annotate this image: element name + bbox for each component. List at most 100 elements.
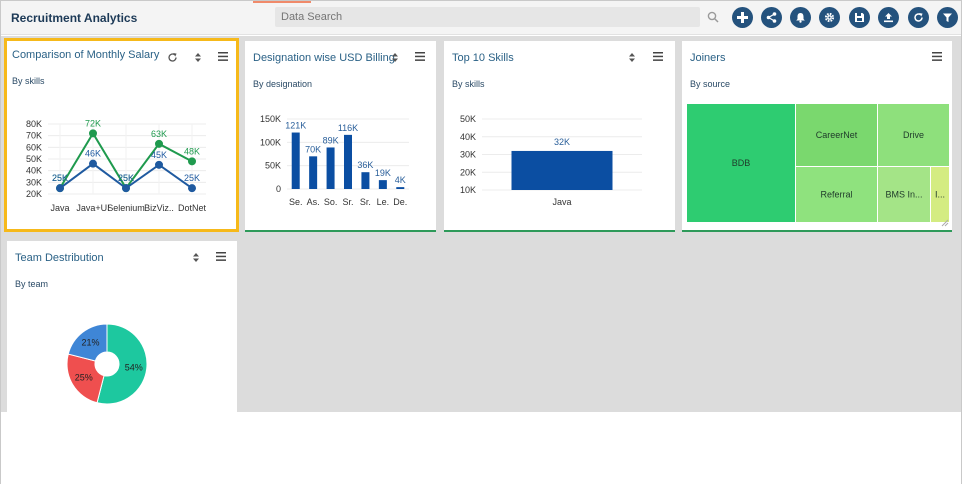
- header-bar: Recruitment Analytics: [1, 1, 961, 35]
- data-label: 48K: [184, 146, 200, 156]
- billing-bar-chart: 0 50K 100K 150K 121K Se. 70K As. 89K So. 116K Sr. 36…: [260, 114, 409, 207]
- treemap-tile: [931, 167, 949, 222]
- data-point: [89, 129, 97, 138]
- x-tick-label: BizViz..: [144, 203, 174, 213]
- data-label: 25K: [184, 173, 200, 183]
- treemap-tile: [796, 104, 877, 166]
- top-skills-card[interactable]: Top 10 Skills By skills 10K 20K 30K 40K 50K 3…: [444, 41, 675, 232]
- empty-footer-area: [1, 412, 961, 484]
- refresh-button[interactable]: [908, 7, 929, 28]
- y-tick-label: 20K: [460, 167, 476, 177]
- team-distribution-card[interactable]: Team Destribution By team 54% 25% 21%: [7, 241, 237, 412]
- bar: [291, 132, 300, 189]
- data-label: 116K: [338, 123, 358, 133]
- data-label: 89K: [323, 135, 339, 145]
- x-tick-label: Selenium: [107, 203, 145, 213]
- y-tick-label: 20K: [26, 189, 42, 199]
- menu-icon[interactable]: [216, 252, 226, 261]
- data-point: [188, 157, 196, 166]
- x-tick-label: Sr.: [342, 197, 353, 207]
- data-label: 46K: [85, 149, 101, 159]
- data-label: 25K: [118, 173, 134, 183]
- sort-icon[interactable]: [628, 52, 636, 63]
- data-point: [155, 139, 163, 148]
- treemap-label: CareerNet: [816, 130, 858, 140]
- y-tick-label: 30K: [26, 177, 42, 187]
- menu-icon[interactable]: [653, 52, 663, 61]
- bar: [361, 172, 370, 189]
- sort-icon[interactable]: [391, 52, 399, 63]
- card-title: Top 10 Skills: [452, 52, 514, 64]
- card-title: Team Destribution: [15, 252, 104, 264]
- salary-comparison-card[interactable]: Comparison of Monthly Salary By skills 2…: [4, 38, 239, 232]
- y-tick-label: 150K: [260, 114, 281, 124]
- filter-button[interactable]: [937, 7, 958, 28]
- bar: [344, 134, 352, 189]
- export-button[interactable]: [878, 7, 899, 28]
- bar: [378, 180, 387, 189]
- header-accent-line: [253, 1, 311, 3]
- joiners-treemap: BDB CareerNet Drive Referral BMS In... I...: [687, 104, 949, 222]
- card-subtitle: By skills: [452, 79, 485, 89]
- designation-billing-card[interactable]: Designation wise USD Billing By designat…: [245, 41, 436, 232]
- bell-icon: [796, 13, 805, 23]
- y-tick-label: 10K: [460, 185, 476, 195]
- data-point: [89, 159, 97, 168]
- data-label: 36K: [357, 160, 373, 170]
- x-tick-label: Java+UI: [76, 203, 109, 213]
- sort-icon[interactable]: [192, 252, 200, 263]
- share-button[interactable]: [761, 7, 782, 28]
- slice-label: 25%: [75, 373, 93, 383]
- x-tick-label: Se.: [289, 197, 303, 207]
- save-button[interactable]: [849, 7, 870, 28]
- data-point: [56, 184, 64, 193]
- menu-icon[interactable]: [218, 52, 228, 61]
- data-search-input[interactable]: [275, 7, 700, 27]
- treemap-label: I...: [935, 190, 945, 200]
- treemap-label: BDB: [732, 158, 751, 168]
- notifications-button[interactable]: [790, 7, 811, 28]
- slice-label: 54%: [125, 362, 143, 372]
- menu-icon[interactable]: [932, 52, 942, 61]
- data-label: 25K: [52, 173, 68, 183]
- x-tick-label: Sr.: [360, 197, 371, 207]
- card-subtitle: By team: [15, 279, 49, 289]
- treemap-tile: [796, 167, 877, 222]
- bar: [396, 187, 405, 189]
- data-point: [155, 160, 163, 169]
- y-tick-label: 40K: [26, 166, 42, 176]
- x-tick-label: De.: [393, 197, 407, 207]
- x-tick-label: Java: [552, 197, 571, 207]
- x-tick-label: DotNet: [178, 203, 207, 213]
- y-tick-label: 50K: [460, 114, 476, 124]
- joiners-card[interactable]: Joiners By source BDB CareerNet Drive Refer…: [682, 41, 952, 232]
- card-subtitle: By designation: [253, 79, 313, 89]
- x-tick-label: Le.: [377, 197, 390, 207]
- refresh-icon: [914, 13, 923, 22]
- bar: [511, 150, 613, 190]
- settings-icon: [824, 12, 835, 23]
- treemap-tile: [878, 167, 930, 222]
- menu-icon[interactable]: [415, 52, 425, 61]
- y-tick-label: 80K: [26, 119, 42, 129]
- sort-icon[interactable]: [194, 52, 202, 63]
- y-tick-label: 70K: [26, 131, 42, 141]
- resize-handle-icon[interactable]: [941, 219, 949, 227]
- treemap-tile: [687, 104, 795, 222]
- x-tick-label: As.: [307, 197, 320, 207]
- data-point: [122, 184, 130, 193]
- card-subtitle: By source: [690, 79, 731, 89]
- y-tick-label: 50K: [26, 154, 42, 164]
- app-title: Recruitment Analytics: [11, 11, 138, 25]
- pie-slice: [96, 323, 148, 405]
- skills-bar-chart: 10K 20K 30K 40K 50K 32K Java: [460, 114, 642, 207]
- data-label: 63K: [151, 129, 167, 139]
- add-button[interactable]: [732, 7, 753, 28]
- data-label: 72K: [85, 118, 101, 128]
- refresh-icon[interactable]: [167, 52, 178, 63]
- data-point: [188, 184, 196, 193]
- settings-button[interactable]: [819, 7, 840, 28]
- search-icon[interactable]: [707, 11, 719, 23]
- treemap-label: BMS In...: [885, 190, 922, 200]
